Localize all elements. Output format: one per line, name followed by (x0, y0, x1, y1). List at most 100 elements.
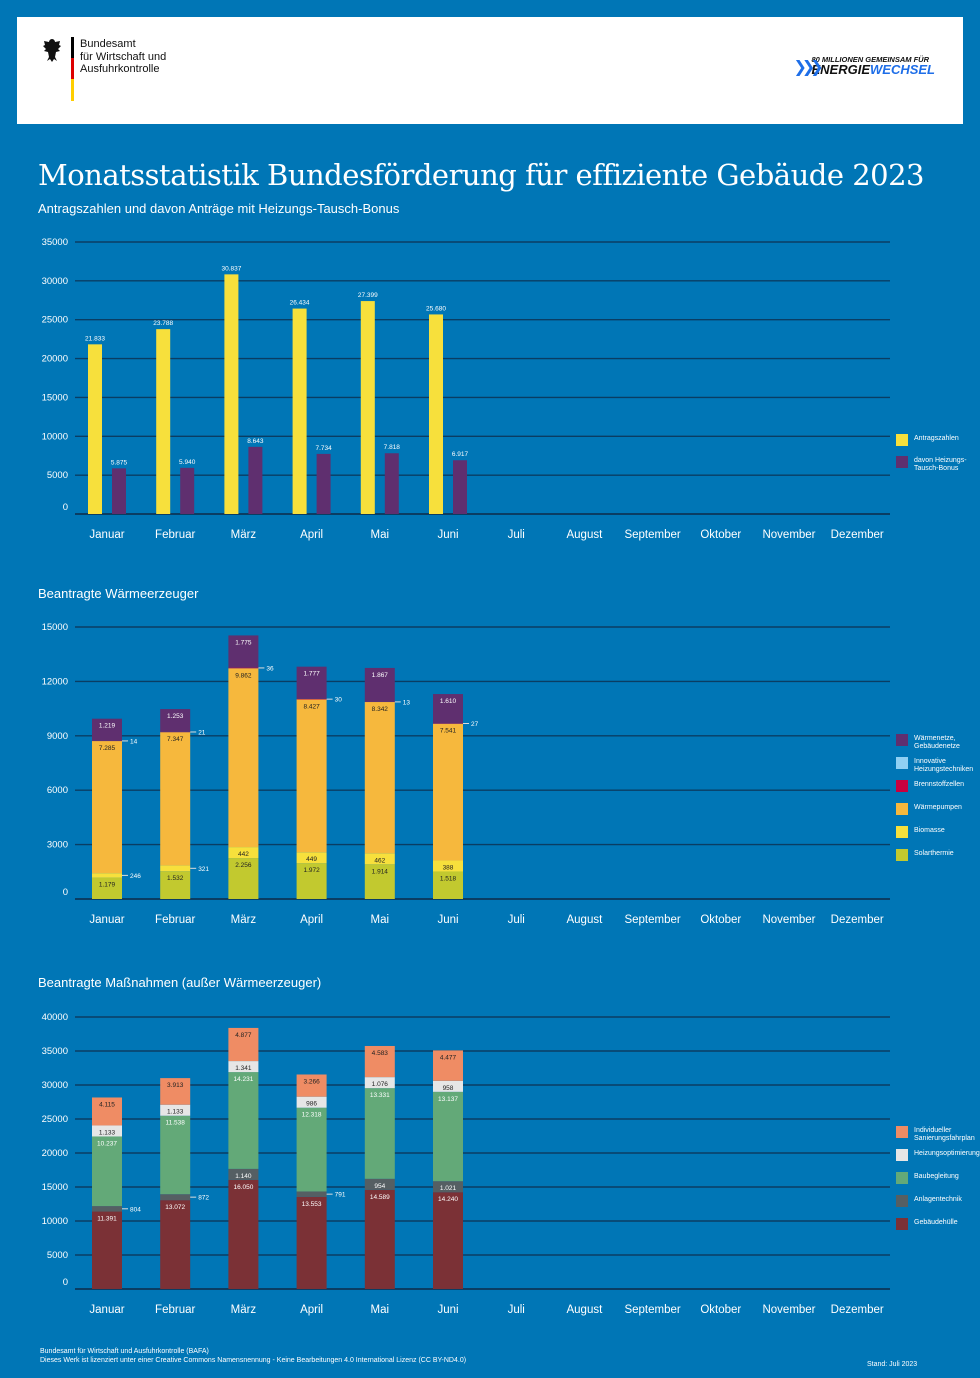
data-label: 8.643 (247, 438, 264, 445)
y-tick-label: 3000 (47, 840, 68, 851)
chart-1-title: Antragszahlen und davon Anträge mit Heiz… (38, 201, 400, 216)
bar-segment-baubegleitung (228, 1072, 259, 1169)
bar-segment-gebäudehülle (228, 1179, 259, 1289)
bar-segment-heizungsoptimierung (228, 1061, 259, 1073)
y-tick-label: 0 (63, 502, 68, 513)
data-label: 14.231 (233, 1076, 253, 1083)
bar-heizungs-tausch-bonus (112, 468, 126, 514)
x-tick-label: April (300, 1304, 323, 1316)
x-tick-label: Dezember (831, 914, 884, 926)
campaign-word-2: WECHSEL (870, 62, 935, 77)
bar-segment-wärmenetze-gebäudenetze (364, 667, 395, 702)
agency-line: Ausfuhrkontrolle (80, 63, 160, 75)
agency-line: Bundesamt (80, 38, 136, 50)
bar-segment-individueller-sanierungsfahrplan (160, 1078, 191, 1105)
data-label: 13.553 (302, 1201, 322, 1208)
x-tick-label: Mai (371, 529, 390, 541)
y-tick-label: 15000 (42, 392, 68, 403)
bar-segment-baubegleitung (160, 1115, 191, 1195)
y-tick-label: 35000 (42, 1046, 68, 1057)
x-tick-label: Oktober (700, 529, 741, 541)
german-flag-bar (71, 37, 74, 101)
data-label: 23.788 (153, 320, 173, 327)
bar-antragszahlen (88, 344, 102, 514)
bar-segment-wärmepumpen (160, 732, 191, 866)
data-label: 1.219 (99, 723, 116, 730)
data-label: 1.140 (235, 1173, 252, 1180)
bar-segment-baubegleitung (296, 1107, 327, 1192)
y-tick-label: 20000 (42, 354, 68, 365)
bar-segment-gebäudehülle (433, 1192, 463, 1289)
data-label: 1.076 (372, 1081, 389, 1088)
data-label: 25.680 (426, 305, 446, 312)
legend-swatch (896, 456, 908, 468)
data-label: 4.583 (372, 1050, 389, 1057)
x-tick-label: August (566, 529, 603, 541)
data-label: 13.072 (165, 1204, 185, 1211)
legend-swatch (896, 826, 908, 838)
data-label: 1.972 (303, 867, 320, 874)
y-tick-label: 15000 (42, 622, 68, 633)
data-label: 21.833 (85, 335, 105, 342)
bar-segment-heizungsoptimierung (364, 1077, 395, 1089)
data-label: 1.777 (303, 671, 320, 678)
data-label: 246 (130, 873, 141, 880)
y-tick-label: 9000 (47, 731, 68, 742)
bar-segment-wärmenetze-gebäudenetze (160, 709, 191, 732)
data-label: 7.734 (315, 445, 332, 452)
bar-segment-solarthermie (160, 871, 191, 899)
x-tick-label: Februar (155, 914, 195, 926)
legend-swatch (896, 434, 908, 446)
bar-segment-anlagentechnik (160, 1194, 191, 1201)
data-label: 872 (198, 1195, 209, 1202)
data-label: 1.532 (167, 875, 184, 882)
bar-segment-biomasse (364, 853, 395, 865)
legend-swatch (896, 803, 908, 815)
x-tick-label: Januar (89, 1304, 124, 1316)
footer-publisher: Bundesamt für Wirtschaft und Ausfuhrkont… (40, 1348, 209, 1355)
campaign-word-1: ENERGIE (811, 62, 870, 77)
bar-segment-biomasse (433, 860, 463, 872)
data-label: 1.914 (372, 868, 389, 875)
energiewechsel-logo: ❯❯❯ 80 MILLIONEN GEMEINSAM FÜR ENERGIEWE… (793, 55, 935, 76)
data-label: 10.237 (97, 1140, 117, 1147)
data-label: 7.541 (440, 728, 457, 735)
bar-segment-gebäudehülle (364, 1189, 395, 1289)
data-label: 8.427 (303, 703, 320, 710)
x-tick-label: Juli (508, 529, 525, 541)
bar-segment-wärmepumpen (92, 741, 122, 874)
data-label: 13 (403, 699, 411, 706)
legend-label: davon Heizungs-Tausch-Bonus (914, 457, 967, 472)
chart-3-title: Beantragte Maßnahmen (außer Wärmeerzeuge… (38, 975, 322, 990)
data-label: 11.538 (165, 1120, 185, 1127)
x-tick-label: Juni (437, 1304, 458, 1316)
bar-segment-wärmepumpen (228, 668, 259, 848)
data-label: 442 (238, 851, 249, 858)
data-label: 1.021 (440, 1185, 457, 1192)
campaign-name: ENERGIEWECHSEL (811, 62, 935, 77)
legend-label: Biomasse (914, 827, 945, 834)
agency-name: Bundesamt für Wirtschaft und Ausfuhrkont… (80, 38, 166, 76)
legend-swatch (896, 1172, 908, 1184)
data-label: 12.318 (302, 1112, 322, 1119)
legend-label: Innovative Heizungstechniken (914, 758, 974, 773)
legend-swatch (896, 1218, 908, 1230)
bar-segment-individueller-sanierungsfahrplan (433, 1050, 463, 1081)
data-label: 5.875 (111, 459, 128, 466)
x-tick-label: November (762, 914, 815, 926)
y-tick-label: 30000 (42, 1080, 68, 1091)
legend-swatch (896, 757, 908, 769)
data-label: 1.133 (99, 1129, 116, 1136)
x-tick-label: Juni (437, 914, 458, 926)
y-tick-label: 6000 (47, 785, 68, 796)
data-label: 11.391 (97, 1216, 117, 1223)
bar-heizungs-tausch-bonus (248, 446, 263, 514)
y-tick-label: 15000 (42, 1182, 68, 1193)
data-label: 27 (471, 721, 479, 728)
bar-antragszahlen (156, 329, 171, 514)
x-tick-label: April (300, 914, 323, 926)
bar-segment-anlagentechnik (92, 1206, 122, 1212)
data-label: 9.862 (235, 672, 252, 679)
footer-date: Stand: Juli 2023 (867, 1361, 918, 1368)
data-label: 13.331 (370, 1092, 390, 1099)
